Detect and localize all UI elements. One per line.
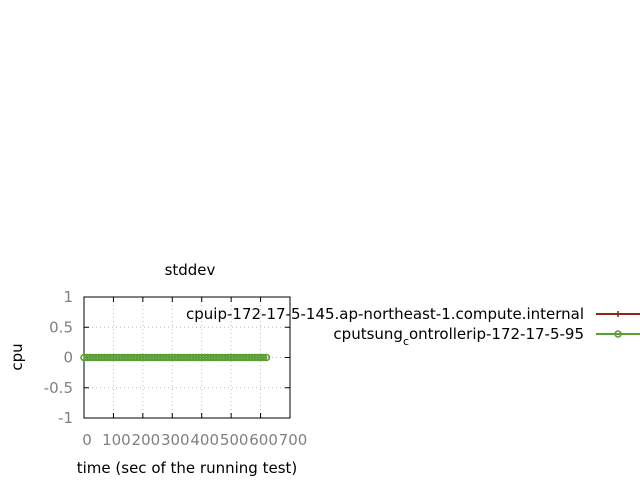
data-point bbox=[262, 353, 271, 362]
y-tick-label: 0 bbox=[63, 349, 73, 367]
legend-text: ontroller bbox=[409, 325, 473, 343]
legend-swatch-marker bbox=[615, 311, 621, 317]
data-point bbox=[259, 353, 268, 362]
legend-text: c bbox=[403, 335, 409, 348]
legend-text: ip-172-17-5-95 bbox=[472, 325, 584, 343]
x-tick-label: 200 bbox=[132, 431, 161, 449]
y-tick-label: 0.5 bbox=[49, 318, 73, 336]
chart-title: stddev bbox=[165, 261, 216, 279]
legend-text: cpu bbox=[186, 305, 213, 323]
x-tick-label: 600 bbox=[249, 431, 278, 449]
y-tick-label: 1 bbox=[63, 288, 73, 306]
legend-text: ip-172-17-5-145.ap-northeast-1.compute.i… bbox=[213, 305, 584, 323]
y-axis-label: cpu bbox=[8, 343, 26, 370]
x-tick-labels: 0 100 200 300 400 500 600 700 bbox=[82, 431, 307, 449]
data-series bbox=[80, 353, 271, 362]
x-tick-label: 700 bbox=[279, 431, 308, 449]
legend-label: cputsungcontrollerip-172-17-5-95 bbox=[333, 325, 584, 348]
legend-text: cpu bbox=[333, 325, 360, 343]
x-axis-label: time (sec of the running test) bbox=[77, 459, 298, 477]
x-tick-label: 400 bbox=[190, 431, 219, 449]
x-tick-label: 500 bbox=[220, 431, 249, 449]
x-tick-label: 0 bbox=[82, 431, 92, 449]
legend-label: cpuip-172-17-5-145.ap-northeast-1.comput… bbox=[186, 305, 584, 323]
y-tick-label: -0.5 bbox=[44, 379, 73, 397]
y-tick-labels: 1 0.5 0 -0.5 -1 bbox=[44, 288, 73, 427]
legend: cpuip-172-17-5-145.ap-northeast-1.comput… bbox=[186, 305, 640, 348]
y-tick-label: -1 bbox=[58, 409, 73, 427]
x-tick-label: 300 bbox=[161, 431, 190, 449]
legend-text: tsung bbox=[361, 325, 403, 343]
x-tick-label: 100 bbox=[102, 431, 131, 449]
legend-swatch-marker bbox=[614, 330, 622, 338]
